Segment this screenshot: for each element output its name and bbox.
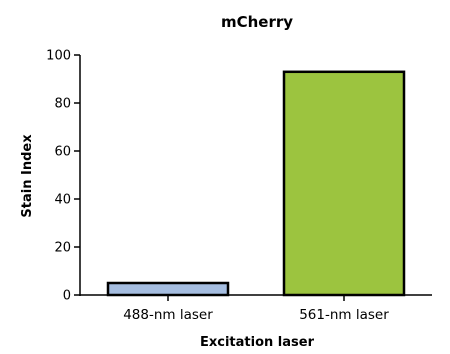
y-tick-label: 20 [54,241,71,256]
y-tick-label: 40 [54,193,71,208]
plot-area: 0 20 40 60 80 100 488-nm laser 561-nm laser [46,49,432,323]
y-axis-label: Stain Index [20,134,35,218]
y-tick-label: 80 [54,97,71,112]
y-tick-label: 60 [54,145,71,160]
x-axis-label: Excitation laser [200,335,315,350]
x-tick-label: 561-nm laser [299,307,389,323]
bar [282,70,406,297]
x-tick-label: 488-nm laser [123,307,213,323]
chart-title: mCherry [221,13,293,31]
y-tick-label: 100 [46,49,71,64]
bar [106,281,230,297]
y-tick-label: 0 [63,289,71,304]
